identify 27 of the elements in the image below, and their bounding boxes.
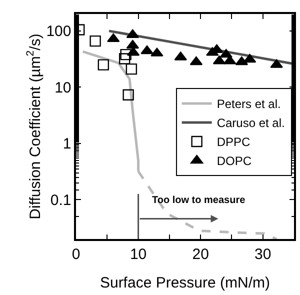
legend-label: Peters et al. xyxy=(216,97,281,112)
point xyxy=(107,33,120,42)
legend-label: DOPC xyxy=(216,154,252,168)
y-tick-label: 10 xyxy=(54,79,72,96)
x-tick-label: 0 xyxy=(72,246,80,263)
y-tick-label: 0.1 xyxy=(50,192,72,209)
point xyxy=(220,48,232,58)
legend-label: Caruso et al. xyxy=(216,116,285,130)
point xyxy=(190,56,203,66)
point xyxy=(140,45,154,54)
legend-label: DPPC xyxy=(216,135,250,150)
point xyxy=(98,59,110,70)
point xyxy=(120,48,132,60)
point xyxy=(243,54,256,63)
x-tick-label: 30 xyxy=(254,246,272,263)
x-axis-title: Surface Pressure (mN/m) xyxy=(100,274,270,292)
y-tick-label: 100 xyxy=(46,23,72,40)
x-tick-label: 20 xyxy=(192,246,209,263)
point xyxy=(90,35,101,47)
ref-line-label: Too low to measure xyxy=(152,195,246,206)
y-tick-label: 1 xyxy=(62,136,72,153)
point xyxy=(122,89,134,100)
point xyxy=(126,40,140,49)
point xyxy=(126,63,138,75)
point xyxy=(118,53,130,64)
x-tick-label: 10 xyxy=(130,246,147,263)
point xyxy=(235,56,248,66)
